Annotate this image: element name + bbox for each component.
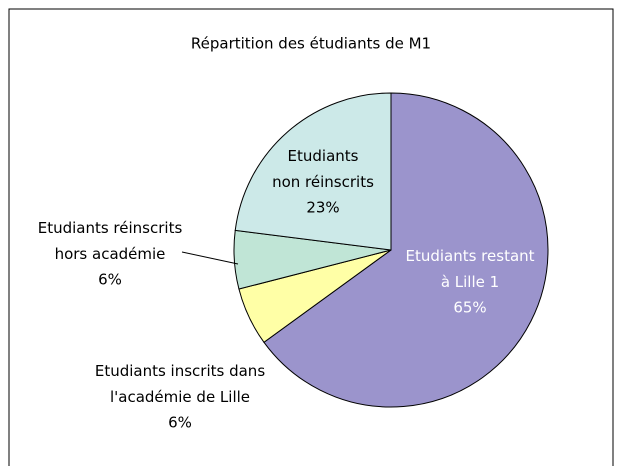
pie-slice (263, 92, 549, 408)
value-label: 6% (98, 271, 122, 289)
slice-label: Etudiants réinscrits hors académie (38, 219, 183, 263)
value-label: 65% (453, 299, 486, 317)
value-label: 23% (306, 199, 339, 217)
slice-label: Etudiants inscrits dans l'académie de Lil… (95, 362, 265, 406)
slice-label: Etudiants restant à Lille 1 (405, 247, 534, 291)
slice-label: Etudiants non réinscrits (272, 147, 374, 191)
leader-line (181, 251, 239, 265)
chart-title: Répartition des étudiants de M1 (191, 35, 431, 53)
value-label: 6% (168, 414, 192, 432)
pie-slice (234, 92, 392, 251)
